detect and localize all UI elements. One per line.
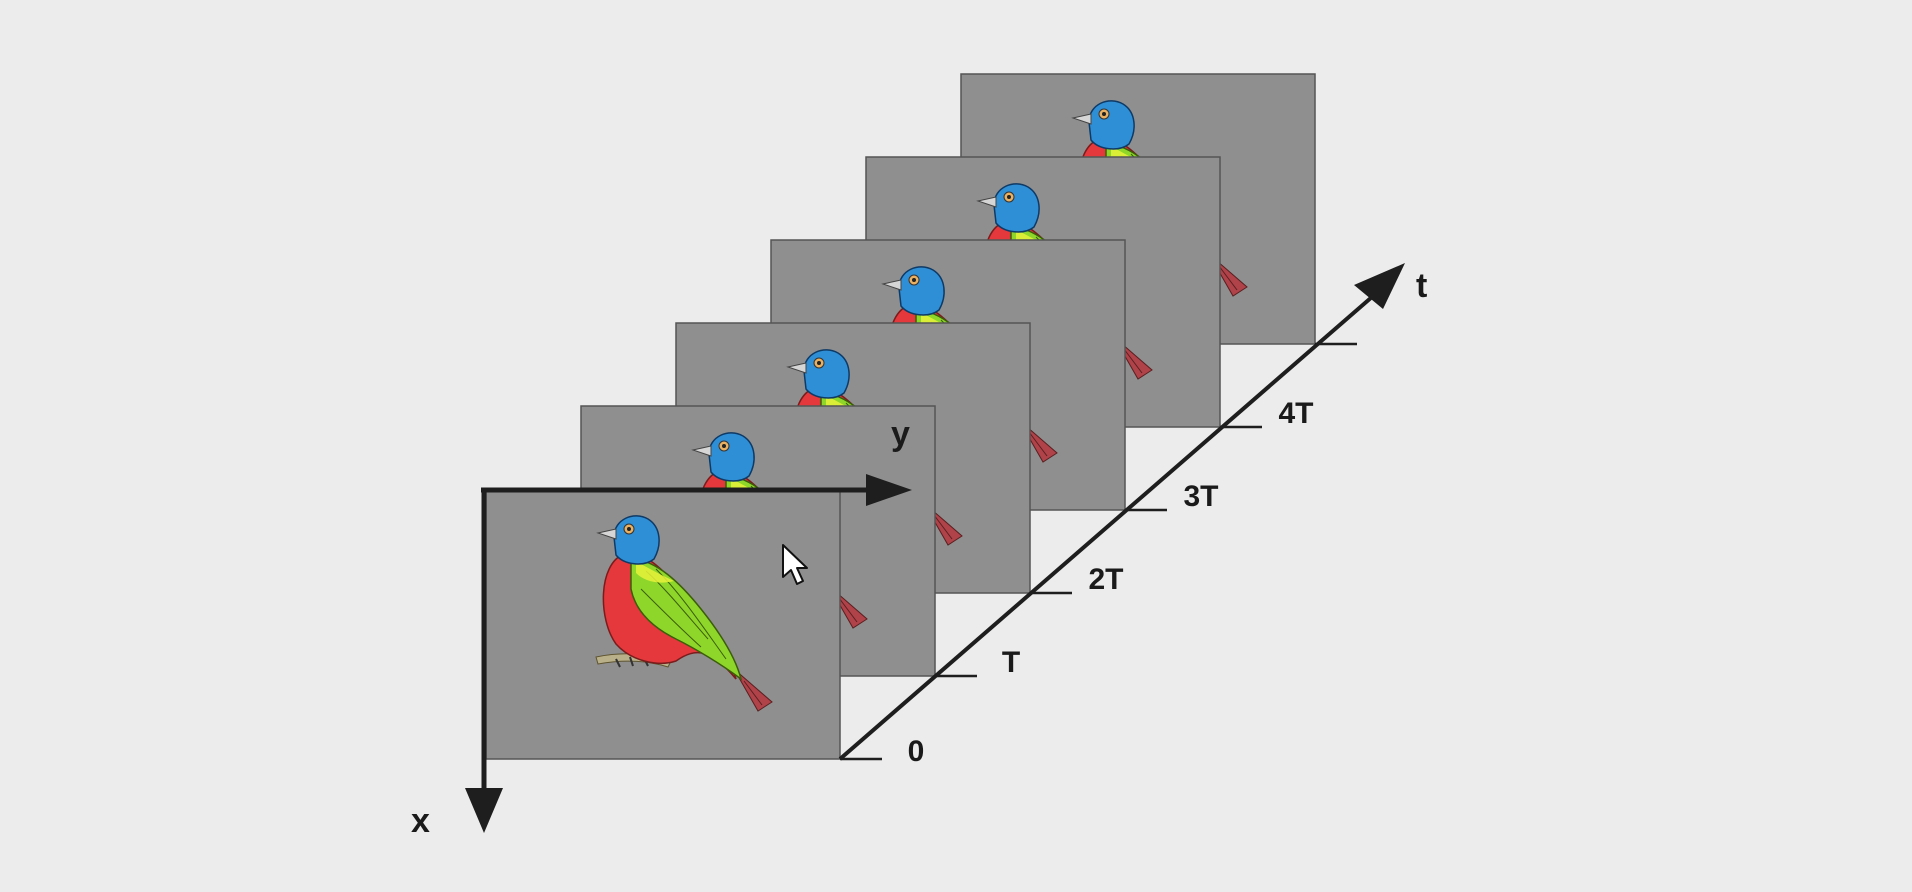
video-frames-stack: [485, 73, 1316, 760]
x-axis: x: [411, 488, 503, 840]
time-tick-label: T: [1002, 646, 1020, 679]
time-tick-label: 4T: [1278, 397, 1313, 430]
y-axis-arrowhead: [866, 474, 912, 506]
y-axis-label: y: [891, 415, 910, 453]
y-axis: y: [481, 415, 912, 506]
t-axis-label: t: [1416, 267, 1427, 305]
time-tick-label: 3T: [1183, 480, 1218, 513]
x-axis-arrowhead: [465, 788, 503, 833]
x-axis-label: x: [411, 802, 430, 840]
time-axis-arrowhead: [1354, 263, 1405, 309]
time-tick-label: 2T: [1088, 563, 1123, 596]
mouse-cursor-icon: [782, 544, 808, 585]
time-axis: 0 T 2T 3T 4T t: [838, 263, 1427, 768]
frame-current: [485, 488, 841, 760]
time-tick-label: 0: [908, 735, 925, 768]
time-axis-line: [838, 288, 1382, 761]
